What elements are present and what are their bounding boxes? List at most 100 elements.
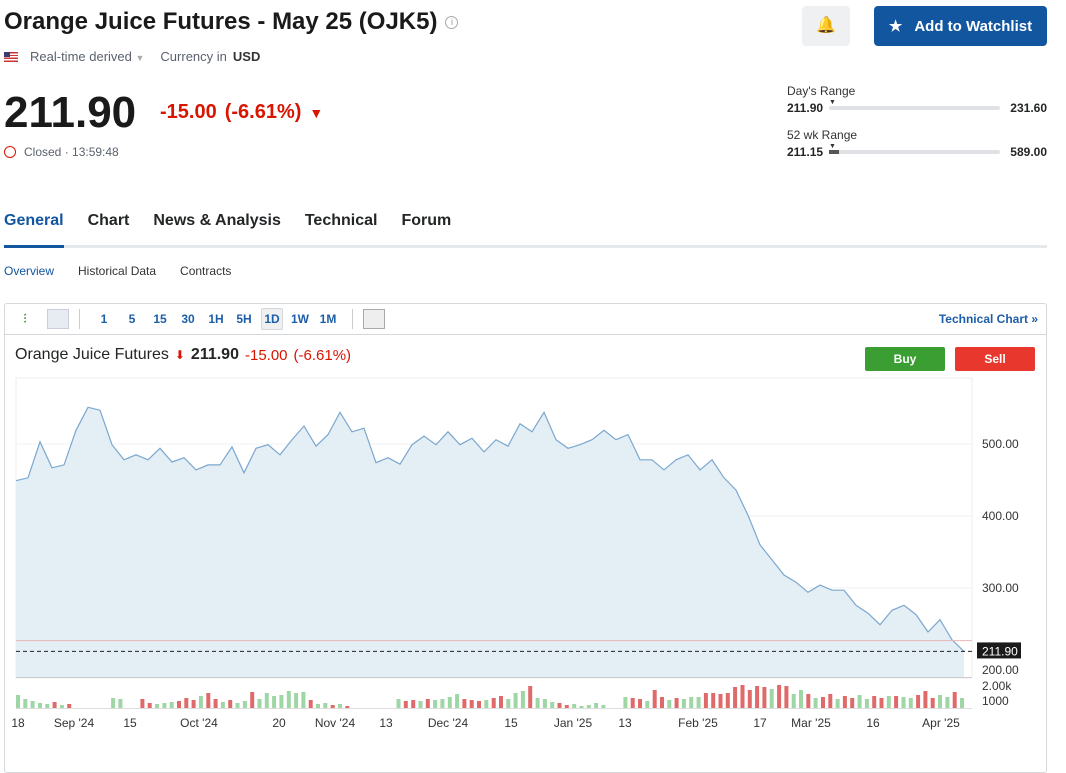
bell-plus-icon: 🔔 (816, 17, 836, 34)
volume-bar (952, 692, 957, 708)
volume-bar (681, 699, 686, 708)
interval-1h[interactable]: 1H (208, 312, 224, 326)
volume-bar (623, 697, 628, 708)
down-arrow-icon: ⬇ (174, 348, 185, 362)
interval-5h[interactable]: 5H (236, 312, 252, 326)
area-chart-icon[interactable] (47, 309, 69, 329)
subtab-historical-data[interactable]: Historical Data (78, 264, 157, 278)
volume-bar (469, 700, 474, 708)
volume-bar (330, 705, 335, 708)
volume-bar (411, 700, 416, 708)
last-price-label: 211.90 (982, 644, 1018, 658)
volume-bar (550, 702, 555, 708)
volume-bar (308, 700, 313, 708)
days-range-label: Day's Range (787, 84, 856, 98)
volume-bar (455, 694, 460, 708)
volume-bar (418, 701, 423, 708)
technical-chart-link[interactable]: Technical Chart » (938, 312, 1038, 326)
currency-label: Currency in (160, 49, 227, 64)
volume-bar (535, 698, 540, 708)
volume-bar (279, 695, 284, 708)
volume-bar (45, 704, 50, 708)
wk-range-bar: ▼ (829, 143, 1001, 154)
wk-high: 589.00 (1010, 145, 1047, 159)
x-tick-label: Feb '25 (678, 716, 718, 730)
volume-bar (894, 696, 899, 708)
volume-bar (433, 700, 438, 708)
volume-bar (938, 695, 942, 708)
status-text: Closed · 13:59:48 (24, 145, 119, 159)
volume-bar (557, 703, 562, 708)
wk-range-label: 52 wk Range (787, 128, 858, 142)
tab-forum[interactable]: Forum (401, 212, 452, 229)
volume-bar (513, 693, 518, 708)
volume-bar (689, 697, 694, 708)
tab-chart[interactable]: Chart (87, 212, 130, 229)
volume-bar (162, 703, 167, 708)
y-tick-label: 200.00 (982, 663, 1019, 677)
layout-icon[interactable] (363, 309, 385, 329)
x-tick-label: Mar '25 (791, 716, 831, 730)
volume-bar (711, 693, 716, 708)
interval-1w[interactable]: 1W (291, 312, 309, 326)
volume-bar (916, 695, 921, 708)
volume-bar (747, 690, 752, 708)
interval-5[interactable]: 5 (128, 312, 136, 326)
interval-1d[interactable]: 1D (261, 308, 283, 330)
candlestick-icon[interactable]: ⫶ (23, 311, 27, 326)
x-tick-label: 18 (11, 716, 25, 730)
add-to-watchlist-button[interactable]: ★ Add to Watchlist (874, 6, 1047, 46)
interval-1m[interactable]: 1M (319, 312, 337, 326)
volume-bar (740, 685, 745, 708)
day-low: 211.90 (787, 101, 824, 115)
watchlist-label: Add to Watchlist (914, 17, 1033, 35)
volume-bar (828, 694, 833, 708)
volume-bar (813, 698, 818, 708)
last-price-tag (977, 642, 1021, 659)
volume-bar (696, 697, 701, 708)
volume-bar (908, 698, 913, 708)
volume-bar (930, 698, 935, 708)
volume-bar (960, 698, 964, 708)
volume-bar (206, 693, 211, 708)
days-range: Day's Range 211.90 ▼ 231.60 (787, 84, 1047, 115)
title-row: Orange Juice Futures - May 25 (OJK5) i (4, 8, 459, 36)
legend-name: Orange Juice Futures (15, 346, 169, 363)
volume-bar (191, 700, 196, 708)
interval-1[interactable]: 1 (100, 312, 108, 326)
change-value: -15.00 (160, 101, 217, 123)
subtab-overview[interactable]: Overview (4, 264, 55, 278)
volume-bar (821, 697, 825, 708)
volume-bar (572, 704, 577, 708)
sell-button[interactable]: Sell (955, 347, 1035, 371)
volume-bar (403, 701, 408, 708)
volume-bar (257, 699, 262, 708)
interval-15[interactable]: 15 (153, 312, 167, 326)
tab-general[interactable]: General (4, 212, 64, 248)
tab-technical[interactable]: Technical (304, 212, 378, 229)
volume-tick-label: 1000 (982, 694, 1009, 708)
info-icon[interactable]: i (445, 15, 459, 29)
volume-bar (220, 702, 225, 708)
interval-30[interactable]: 30 (181, 312, 195, 326)
volume-bar (842, 696, 847, 708)
y-tick-label: 500.00 (982, 437, 1019, 451)
market-status: Closed · 13:59:48 (4, 145, 119, 159)
page-title: Orange Juice Futures - May 25 (OJK5) (4, 8, 438, 35)
volume-bar (799, 690, 803, 708)
price-change: -15.00 (-6.61%) ▼ (160, 101, 323, 124)
divider (79, 309, 80, 329)
volume-bar (857, 695, 862, 708)
change-percent: (-6.61%) (224, 101, 302, 123)
legend-price: 211.90 (190, 346, 239, 363)
subtab-contracts[interactable]: Contracts (180, 264, 232, 278)
realtime-dropdown[interactable]: Real-time derived ▼ (30, 49, 144, 64)
x-tick-label: Dec '24 (428, 716, 469, 730)
tab-news-analysis[interactable]: News & Analysis (153, 212, 281, 229)
volume-bar (228, 700, 233, 708)
alert-bell-button[interactable]: 🔔 (802, 6, 850, 46)
volume-bar (169, 702, 174, 708)
x-tick-label: Nov '24 (315, 716, 356, 730)
buy-button[interactable]: Buy (865, 347, 945, 371)
